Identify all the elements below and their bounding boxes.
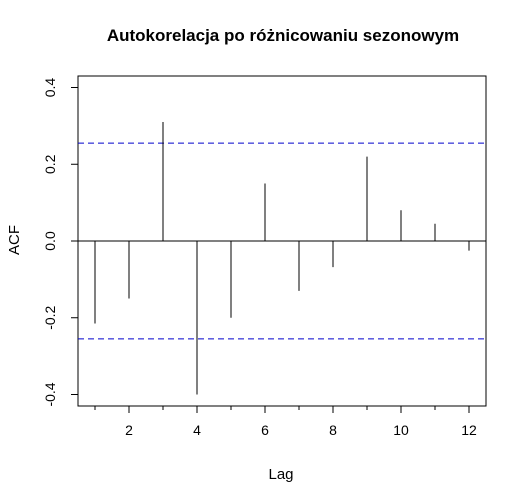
y-tick-label-2: 0.0 bbox=[42, 231, 58, 251]
plot-area bbox=[78, 122, 486, 395]
y-tick-label-0: -0.4 bbox=[42, 382, 58, 406]
y-axis: -0.4 -0.2 0.0 0.2 0.4 bbox=[42, 78, 78, 407]
chart-title: Autokorelacja po różnicowaniu sezonowym bbox=[107, 26, 459, 45]
x-tick-label-4: 4 bbox=[193, 422, 201, 438]
x-tick-label-6: 6 bbox=[261, 422, 269, 438]
x-tick-label-10: 10 bbox=[393, 422, 409, 438]
y-tick-label-1: -0.2 bbox=[42, 305, 58, 329]
x-axis: 2 4 6 8 10 12 bbox=[94, 406, 477, 438]
x-tick-label-12: 12 bbox=[461, 422, 477, 438]
y-tick-label-4: 0.4 bbox=[42, 78, 58, 98]
y-axis-label: ACF bbox=[6, 225, 23, 255]
y-tick-label-3: 0.2 bbox=[42, 154, 58, 174]
x-tick-label-8: 8 bbox=[329, 422, 337, 438]
x-axis-label: Lag bbox=[268, 466, 293, 483]
x-tick-label-2: 2 bbox=[125, 422, 133, 438]
